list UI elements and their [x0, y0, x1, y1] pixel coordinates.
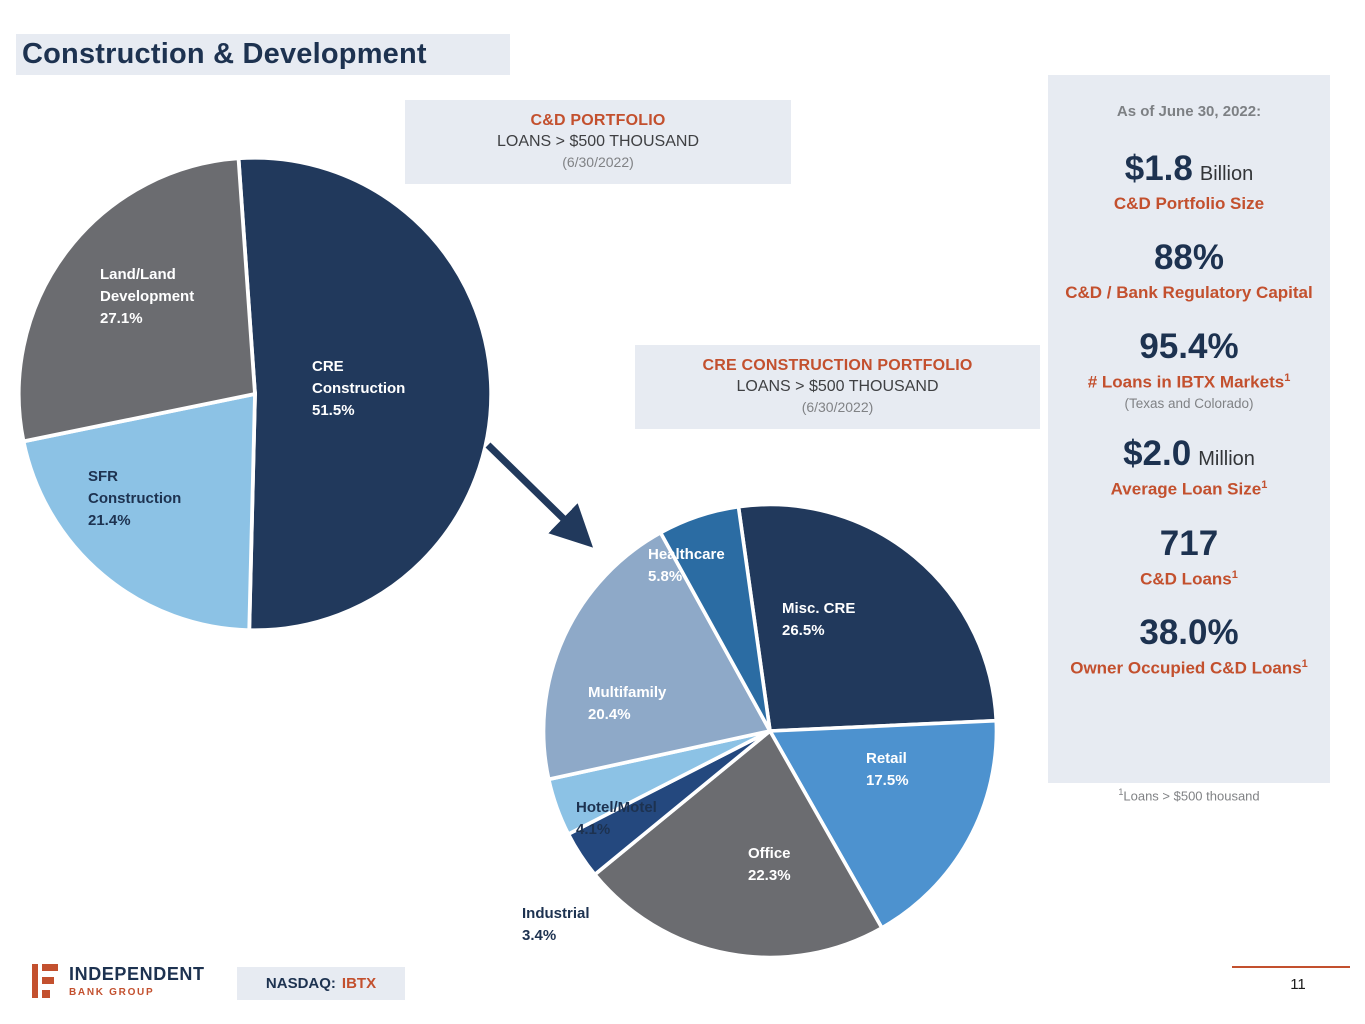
stat-label: C&D / Bank Regulatory Capital: [1065, 282, 1313, 302]
page-number: 11: [1290, 976, 1306, 993]
footnote-marker: 1: [1118, 787, 1124, 797]
slice-label: Industrial: [522, 905, 590, 922]
cd-portfolio-callout: C&D PORTFOLIO LOANS > $500 THOUSAND (6/3…: [405, 100, 791, 184]
stats-footnote: 1Loans > $500 thousand: [1048, 787, 1330, 803]
cre-construction-callout-title: CRE CONSTRUCTION PORTFOLIO: [702, 357, 973, 374]
logo-subname: BANK GROUP: [69, 987, 155, 998]
slice-label: SFR Construction: [88, 468, 182, 507]
cd-portfolio-pie-chart: [16, 155, 494, 633]
pie2-label-office: Office 22.3%: [748, 843, 828, 887]
stat-regulatory-capital: 88% C&D / Bank Regulatory Capital: [1064, 237, 1314, 304]
pie2-label-healthcare: Healthcare 5.8%: [648, 544, 758, 588]
pie-slice-misc-cre: [736, 502, 999, 733]
stat-footnote-marker: 1: [1231, 568, 1238, 581]
logo-name: INDEPENDENT: [69, 964, 205, 984]
slice-pct: 17.5%: [866, 771, 909, 789]
stat-value: 88%: [1153, 237, 1225, 277]
slice-pct: 27.1%: [100, 309, 143, 327]
stat-cd-loans: 717 C&D Loans1: [1064, 523, 1314, 591]
stat-value: $1.8: [1124, 149, 1193, 188]
ticker-symbol: IBTX: [341, 975, 377, 992]
stat-value: 95.4%: [1139, 326, 1239, 366]
pie-slice-healthcare: [658, 504, 772, 732]
stat-unit: Million: [1198, 448, 1255, 471]
pie1-label-sfr-construction: SFR Construction 21.4%: [88, 466, 213, 531]
footnote-text: Loans > $500 thousand: [1123, 788, 1260, 804]
stat-label: C&D Portfolio Size: [1113, 193, 1265, 213]
cre-construction-callout: CRE CONSTRUCTION PORTFOLIO LOANS > $500 …: [635, 345, 1040, 429]
logo-text: INDEPENDENT BANK GROUP: [69, 964, 205, 998]
pie-slice-cre-construction: [236, 155, 494, 633]
slice-label: Retail: [866, 750, 907, 767]
stat-average-loan-size: $2.0 Million Average Loan Size1: [1064, 435, 1314, 501]
stat-loans-in-ibtx-markets: 95.4% # Loans in IBTX Markets1 (Texas an…: [1064, 326, 1314, 412]
nasdaq-label: NASDAQ:: [265, 975, 336, 992]
pie2-label-retail: Retail 17.5%: [866, 748, 946, 792]
slice-pct: 26.5%: [782, 621, 825, 639]
cre-construction-callout-date: (6/30/2022): [801, 399, 874, 415]
pie2-label-hotel-motel: Hotel/Motel 4.1%: [576, 797, 686, 841]
stat-cd-portfolio-size: $1.8 Billion C&D Portfolio Size: [1064, 150, 1314, 215]
stats-panel: As of June 30, 2022: $1.8 Billion C&D Por…: [1048, 75, 1330, 783]
cre-construction-pie-chart: [541, 502, 999, 960]
stat-value: 38.0%: [1139, 613, 1239, 653]
stat-note: (Texas and Colorado): [1124, 396, 1254, 412]
company-logo: INDEPENDENT BANK GROUP: [30, 962, 205, 1000]
stat-value: $2.0: [1123, 434, 1192, 474]
pie-slice-multifamily: [541, 530, 773, 782]
slice-label: Healthcare: [648, 546, 725, 563]
pie-slice-office: [592, 728, 885, 960]
pie2-label-multifamily: Multifamily 20.4%: [588, 682, 698, 726]
slice-label: Office: [748, 845, 791, 862]
independent-bank-group-logo-icon: [32, 964, 58, 998]
pie-slice-land-land-development: [16, 156, 258, 444]
cre-construction-callout-subtitle: LOANS > $500 THOUSAND: [736, 378, 939, 395]
stat-label: # Loans in IBTX Markets: [1087, 372, 1285, 392]
cd-portfolio-callout-date: (6/30/2022): [562, 154, 634, 170]
stat-value: 717: [1159, 523, 1219, 563]
slice-pct: 22.3%: [748, 866, 791, 884]
slice-pct: 20.4%: [588, 705, 631, 723]
cd-portfolio-callout-subtitle: LOANS > $500 THOUSAND: [496, 133, 699, 150]
cd-portfolio-callout-title: C&D PORTFOLIO: [530, 112, 666, 129]
page-title-text: Construction & Development: [22, 38, 427, 70]
slice-pct: 21.4%: [88, 511, 131, 529]
slice-label: Misc. CRE: [782, 600, 856, 617]
footer-accent-line: [1232, 966, 1350, 968]
slice-label: Land/Land Development: [100, 266, 195, 305]
stat-footnote-marker: 1: [1284, 371, 1291, 384]
stat-footnote-marker: 1: [1301, 658, 1308, 671]
slice-label: Multifamily: [588, 684, 667, 701]
slice-label: Hotel/Motel: [576, 799, 657, 816]
slice-pct: 3.4%: [522, 926, 557, 944]
stat-footnote-marker: 1: [1261, 479, 1268, 492]
stat-label: Owner Occupied C&D Loans: [1070, 658, 1302, 678]
page-title: Construction & Development: [16, 34, 510, 75]
pie1-label-cre-construction: CRE Construction 51.5%: [312, 356, 432, 421]
stat-label: Average Loan Size: [1110, 479, 1262, 499]
pie-slice-retail: [766, 718, 999, 931]
pie2-label-industrial: Industrial 3.4%: [522, 903, 622, 947]
slice-pct: 51.5%: [312, 401, 355, 419]
stat-unit: Billion: [1199, 163, 1254, 185]
slice-pct: 5.8%: [648, 567, 683, 585]
pie1-label-land-land-development: Land/Land Development 27.1%: [100, 264, 232, 329]
stat-label: C&D Loans: [1140, 569, 1232, 589]
slice-pct: 4.1%: [576, 820, 611, 838]
slice-label: CRE Construction: [312, 358, 406, 397]
pie2-label-misc-cre: Misc. CRE 26.5%: [782, 598, 887, 642]
stats-heading: As of June 30, 2022:: [1116, 103, 1262, 120]
pie-slice-sfr-construction: [21, 391, 257, 633]
nasdaq-ticker-badge: NASDAQ: IBTX: [237, 967, 405, 1000]
drilldown-arrow: [485, 442, 594, 548]
stat-owner-occupied-cd-loans: 38.0% Owner Occupied C&D Loans1: [1064, 614, 1314, 680]
